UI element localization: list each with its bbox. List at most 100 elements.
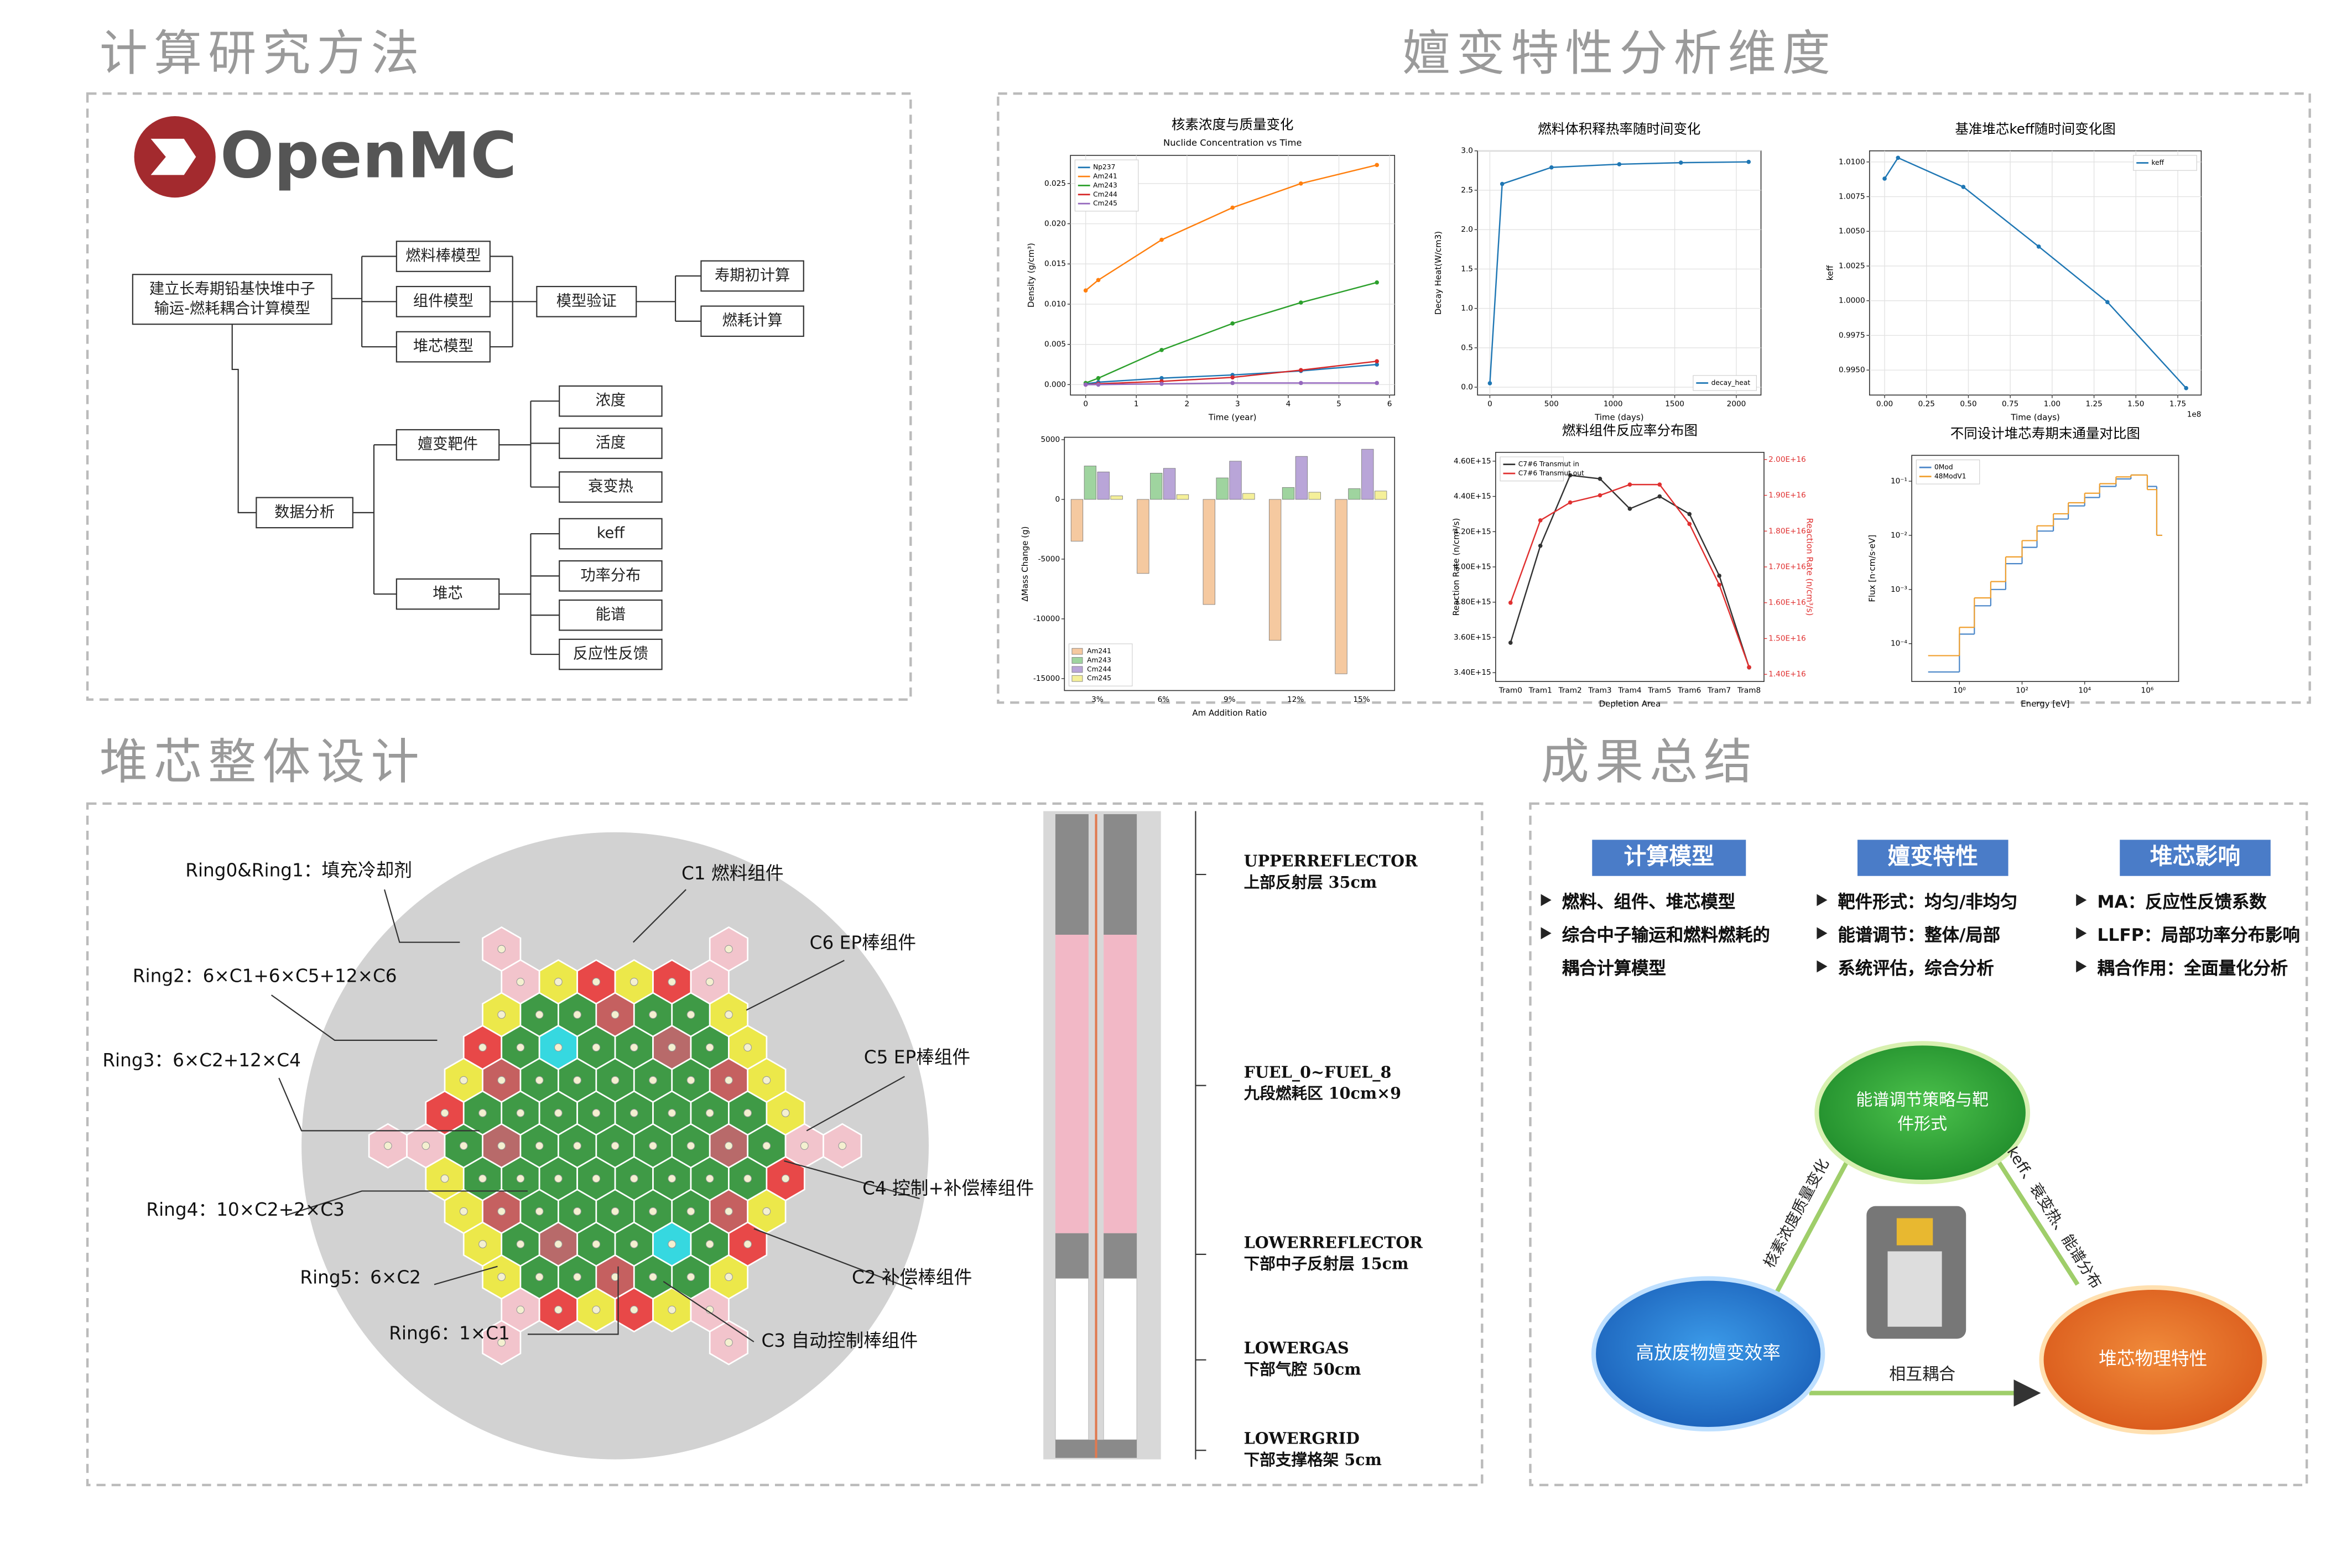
x-tick-label: Tram0 xyxy=(1498,686,1522,695)
data-point xyxy=(1159,348,1164,352)
y-tick-label: 0 xyxy=(1055,495,1060,504)
y-axis-label: Density (g/cm³) xyxy=(1026,243,1036,308)
assembly-label: C1 燃料组件 xyxy=(681,863,784,884)
assembly-center xyxy=(838,1142,847,1150)
assembly-center xyxy=(516,1109,525,1117)
assembly-center xyxy=(705,977,714,986)
y-axis-label: Reaction Rate (n/cm³/s) xyxy=(1451,518,1461,616)
assembly-label: C2 补偿棒组件 xyxy=(852,1267,972,1288)
flow-text: keff xyxy=(597,525,626,542)
flow-text: 堆芯模型 xyxy=(413,338,473,355)
axial-name: FUEL_0~FUEL_8 xyxy=(1244,1062,1392,1081)
data-point xyxy=(1598,476,1602,481)
assembly-center xyxy=(668,1109,677,1117)
data-point xyxy=(1627,482,1632,487)
data-point xyxy=(1717,582,1721,587)
x-tick-label: Tram5 xyxy=(1647,686,1671,695)
data-point xyxy=(1717,574,1721,578)
bar xyxy=(1110,496,1123,500)
assembly-center xyxy=(611,1010,620,1019)
flow-node xyxy=(256,497,353,529)
assembly-label: C4 控制+补偿棒组件 xyxy=(862,1178,1034,1199)
flow-text: 燃料棒模型 xyxy=(405,247,481,264)
data-point xyxy=(1657,482,1662,487)
y2-axis-label: Reaction Rate (n/cm³/s) xyxy=(1804,518,1814,616)
flow-node xyxy=(396,331,491,363)
assembly-center xyxy=(668,977,677,986)
bar xyxy=(1268,499,1282,641)
bar xyxy=(1137,499,1149,574)
data-point xyxy=(1299,368,1303,373)
data-point xyxy=(1568,473,1573,478)
frame xyxy=(1529,802,2308,1487)
y-tick-label: -5000 xyxy=(1038,555,1060,564)
data-point xyxy=(2036,244,2041,249)
chart-subtitle: Nuclide Concentration vs Time xyxy=(1163,138,1302,148)
x-axis-label: Am Addition Ratio xyxy=(1192,708,1267,718)
flow-text: 模型验证 xyxy=(556,293,617,310)
y-tick-label: 1.0000 xyxy=(1839,296,1865,305)
bar xyxy=(1176,494,1189,500)
assembly-center xyxy=(725,945,733,954)
data-point xyxy=(1230,381,1235,386)
data-point xyxy=(1299,381,1303,386)
flow-node xyxy=(559,560,663,592)
assembly-center xyxy=(554,1305,563,1314)
data-point xyxy=(1083,288,1088,293)
mini-chart: 10⁰ 10² 10⁴ 10⁶ 10⁻⁴ 10⁻³ 10⁻² 10⁻¹ 不同设计堆芯寿期末通量对… xyxy=(1867,425,2179,709)
flow-text: 建立长寿期铅基快堆中子 xyxy=(149,280,315,298)
summary-header-bg xyxy=(2120,840,2271,876)
y-tick-label: 4.60E+15 xyxy=(1454,457,1491,466)
x-tick-label: 10⁴ xyxy=(2078,686,2091,695)
section-title: 计算研究方法 xyxy=(100,25,425,82)
assembly-center xyxy=(440,1174,449,1183)
section-title: 堆芯整体设计 xyxy=(100,734,425,790)
legend-label: Am241 xyxy=(1087,647,1111,655)
bar xyxy=(1070,499,1084,541)
assembly-center xyxy=(573,1010,581,1019)
data-point xyxy=(1538,543,1543,548)
assembly-center xyxy=(459,1076,468,1085)
assembly-center xyxy=(686,1010,695,1019)
series-line xyxy=(1884,157,2187,389)
data-point xyxy=(1159,376,1164,381)
leader-lines xyxy=(270,889,920,1342)
assembly-center xyxy=(592,1240,601,1248)
axial-desc: 九段燃耗区 10cm×9 xyxy=(1244,1083,1401,1102)
x-axis-label: Energy [eV] xyxy=(2021,699,2069,709)
axial-ticks xyxy=(1195,811,1206,1460)
bullet-list: 燃料、组件、堆芯模型综合中子输运和燃料燃耗的耦合计算模型 xyxy=(1538,885,1776,984)
assembly-center xyxy=(781,1174,790,1183)
summary: 计算模型 嬗变特性 堆芯影响 能谱调节策略与靶 件形式 高放废物嬗变效率 堆芯物… xyxy=(1538,840,2300,1435)
frame xyxy=(86,802,1484,1487)
assembly-center xyxy=(554,1240,563,1248)
bullet-item: 燃料、组件、堆芯模型 xyxy=(1538,885,1776,918)
data-point xyxy=(1230,321,1235,326)
legend-label: Am241 xyxy=(1093,173,1117,180)
mini-chart: 0.00 0.25 0.50 0.75 1.00 1.25 1.50 1.75 0.9950 0.… xyxy=(1825,121,2202,423)
x-tick-label: 0 xyxy=(1487,400,1492,409)
assembly-center xyxy=(668,1043,677,1052)
assembly-center xyxy=(649,1207,657,1216)
x-tick-label: 6 xyxy=(1387,400,1392,409)
y-tick-label: 1.0025 xyxy=(1839,262,1865,270)
mini-chart: 0 500 1000 1500 2000 0.0 0.5 1.0 1.5 2.0 2.5 3.0 燃料体… xyxy=(1433,121,1762,423)
assembly-center xyxy=(592,1174,601,1183)
frame xyxy=(997,92,2311,704)
assembly-center xyxy=(686,1076,695,1085)
assembly-center xyxy=(516,1240,525,1248)
axial-desc: 上部反射层 35cm xyxy=(1244,873,1377,892)
charts: 0 1 2 3 4 5 60.0000.0050.0100.0150.0200.025核素浓… xyxy=(1020,116,2202,718)
assembly-center xyxy=(629,1109,638,1117)
data-point xyxy=(1375,362,1379,367)
logo: OpenMC xyxy=(134,116,517,198)
y-tick-label: -15000 xyxy=(1033,674,1060,683)
assembly-center xyxy=(497,1010,506,1019)
legend-label: C7#6 Transmut out xyxy=(1518,470,1584,477)
flow-node xyxy=(132,274,332,325)
assembly-center xyxy=(649,1076,657,1085)
axial-fuel xyxy=(1104,935,1137,1233)
legend-label: 48ModV1 xyxy=(1934,472,1966,480)
x-tick-label: Tram7 xyxy=(1707,686,1731,695)
